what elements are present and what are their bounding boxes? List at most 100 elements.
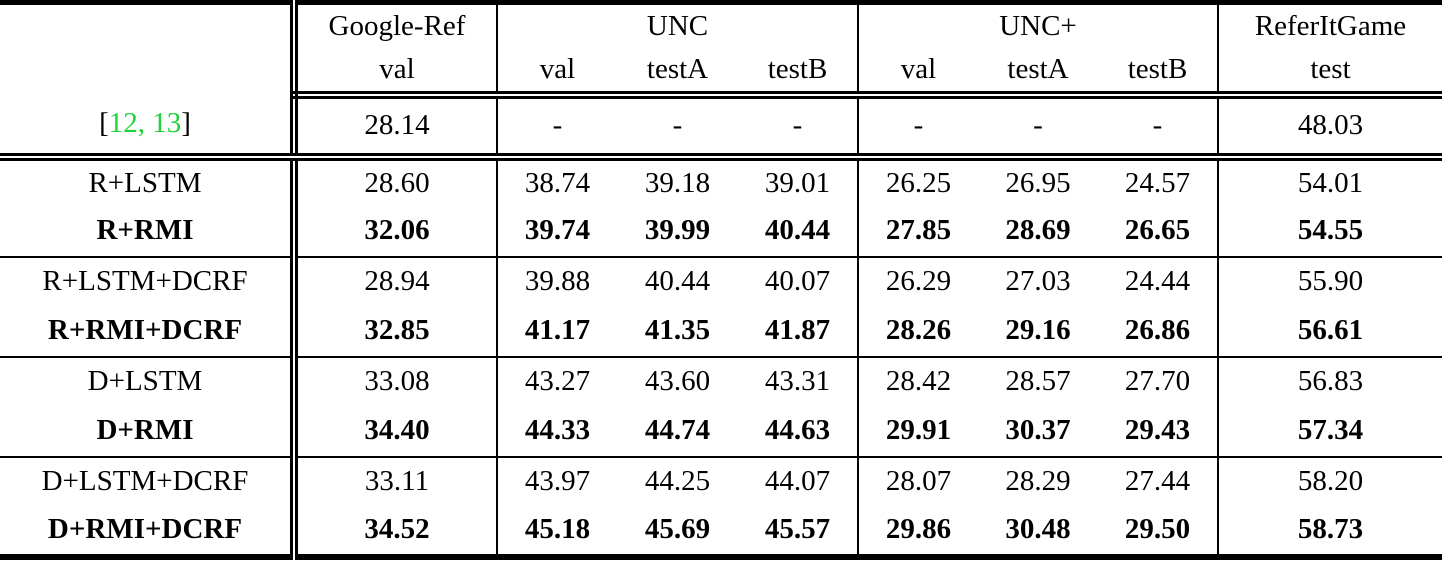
value-cell: 45.69 (644, 513, 711, 546)
table-row-r-lstm: R+LSTM 28.60 38.74 39.18 39.01 26.25 26.… (0, 156, 1442, 207)
value-cell: 28.69 (978, 206, 1098, 258)
value-cell: 30.48 (1005, 513, 1071, 546)
value-cell: 39.99 (617, 206, 738, 258)
value-cell: 34.52 (290, 506, 497, 557)
value-cell: - (1098, 94, 1218, 161)
results-table: Google-Ref UNC UNC+ ReferItGame val val … (0, 0, 1442, 560)
value-cell: 27.03 (1005, 265, 1071, 298)
value-cell: 58.20 (1217, 456, 1442, 507)
value-cell: 29.50 (1124, 513, 1191, 546)
subcol-google-ref-val: val (290, 48, 497, 99)
table-row-d-lstm-dcrf: D+LSTM+DCRF 33.11 43.97 44.25 44.07 28.0… (0, 456, 1442, 507)
citation-link-13[interactable]: 13 (152, 106, 182, 139)
header-subcol-row: val val testA testB val testA testB test (0, 48, 1442, 99)
value-cell: 34.40 (290, 406, 497, 458)
value-cell: 26.95 (1005, 166, 1071, 199)
value-cell: 57.34 (1217, 406, 1442, 458)
value-cell: 43.97 (496, 456, 617, 507)
method-cell: D+RMI+DCRF (47, 513, 243, 546)
value-cell: 56.61 (1217, 306, 1442, 358)
table-row-r-rmi-dcrf: R+RMI+DCRF 32.85 41.17 41.35 41.87 28.26… (0, 306, 1442, 358)
subcol-referitgame-test: test (1217, 48, 1442, 99)
value-cell: 44.25 (644, 465, 711, 498)
value-cell: 56.83 (1217, 356, 1442, 407)
value-cell: 54.01 (1217, 156, 1442, 207)
value-cell: 43.27 (496, 356, 617, 407)
method-cell-citation: [12, 13] (0, 94, 294, 161)
citation-link-12[interactable]: 12 (108, 106, 138, 139)
col-group-referitgame: ReferItGame (1217, 2, 1442, 49)
value-cell: 43.60 (644, 365, 711, 398)
value-cell: 58.73 (1217, 506, 1442, 557)
col-group-google-ref: Google-Ref (290, 2, 497, 49)
value-cell: 45.57 (764, 513, 831, 546)
method-column-header (0, 3, 294, 95)
value-cell: 33.11 (290, 456, 497, 507)
value-cell: 38.74 (496, 156, 617, 207)
value-cell: 41.87 (738, 306, 858, 358)
value-cell: 55.90 (1217, 256, 1442, 307)
subcol-unc-plus-testa: testA (978, 48, 1098, 99)
value-cell: 39.88 (496, 256, 617, 307)
value-cell: 28.57 (1005, 365, 1071, 398)
value-cell: 28.07 (857, 456, 978, 507)
value-cell: 28.42 (857, 356, 978, 407)
method-cell: D+LSTM+DCRF (41, 465, 249, 498)
method-cell: R+LSTM (88, 166, 202, 199)
value-cell: - (617, 94, 738, 161)
value-cell: 26.29 (857, 256, 978, 307)
table-row-d-rmi: D+RMI 34.40 44.33 44.74 44.63 29.91 30.3… (0, 406, 1442, 458)
value-cell: 41.35 (617, 306, 738, 358)
value-cell: - (496, 94, 617, 161)
col-group-unc: UNC (496, 2, 858, 49)
citation-close-bracket: ] (181, 106, 191, 139)
value-cell: 48.03 (1217, 94, 1442, 161)
value-cell: 44.33 (496, 406, 617, 458)
value-cell: 32.06 (290, 206, 497, 258)
value-cell: 30.37 (978, 406, 1098, 458)
subcol-unc-plus-testb: testB (1098, 48, 1218, 99)
value-cell: 41.17 (496, 306, 617, 358)
citation-separator: , (137, 106, 153, 139)
value-cell: 44.63 (738, 406, 858, 458)
value-cell: 28.26 (857, 306, 978, 358)
value-cell: 26.86 (1098, 306, 1218, 358)
col-group-unc-plus: UNC+ (857, 2, 1218, 49)
value-cell: 29.16 (978, 306, 1098, 358)
method-cell: R+LSTM+DCRF (42, 265, 248, 298)
subcol-unc-plus-val: val (857, 48, 978, 99)
method-cell: D+RMI (0, 406, 294, 458)
method-cell: R+RMI (0, 206, 294, 258)
value-cell: 44.74 (617, 406, 738, 458)
method-cell: R+RMI+DCRF (0, 306, 294, 358)
value-cell: 28.29 (1005, 465, 1071, 498)
value-cell: - (857, 94, 978, 161)
value-cell: - (738, 94, 858, 161)
value-cell: 29.91 (857, 406, 978, 458)
value-cell: 27.70 (1124, 365, 1191, 398)
subcol-unc-testa: testA (617, 48, 738, 99)
value-cell: 29.86 (857, 506, 978, 557)
value-cell: 39.01 (764, 166, 831, 199)
value-cell: 24.57 (1124, 166, 1191, 199)
value-cell: - (978, 94, 1098, 161)
value-cell: 39.18 (644, 166, 711, 199)
value-cell: 29.43 (1098, 406, 1218, 458)
value-cell: 27.44 (1124, 465, 1191, 498)
value-cell: 54.55 (1217, 206, 1442, 258)
value-cell: 27.85 (857, 206, 978, 258)
value-cell: 26.65 (1098, 206, 1218, 258)
header-group-row: Google-Ref UNC UNC+ ReferItGame (0, 2, 1442, 49)
table-row-r-lstm-dcrf: R+LSTM+DCRF 28.94 39.88 40.44 40.07 26.2… (0, 256, 1442, 307)
value-cell: 28.94 (290, 256, 497, 307)
value-cell: 32.85 (290, 306, 497, 358)
subcol-unc-val: val (496, 48, 617, 99)
value-cell: 39.74 (496, 206, 617, 258)
table-row-d-rmi-dcrf: D+RMI+DCRF 34.52 45.18 45.69 45.57 29.86… (0, 506, 1442, 557)
value-cell: 45.18 (496, 506, 617, 557)
table-row-citation: [12, 13] 28.14 - - - - - - 48.03 (0, 94, 1442, 161)
value-cell: 44.07 (764, 465, 831, 498)
method-cell: D+LSTM (87, 365, 203, 398)
value-cell: 40.07 (764, 265, 831, 298)
value-cell: 24.44 (1124, 265, 1191, 298)
